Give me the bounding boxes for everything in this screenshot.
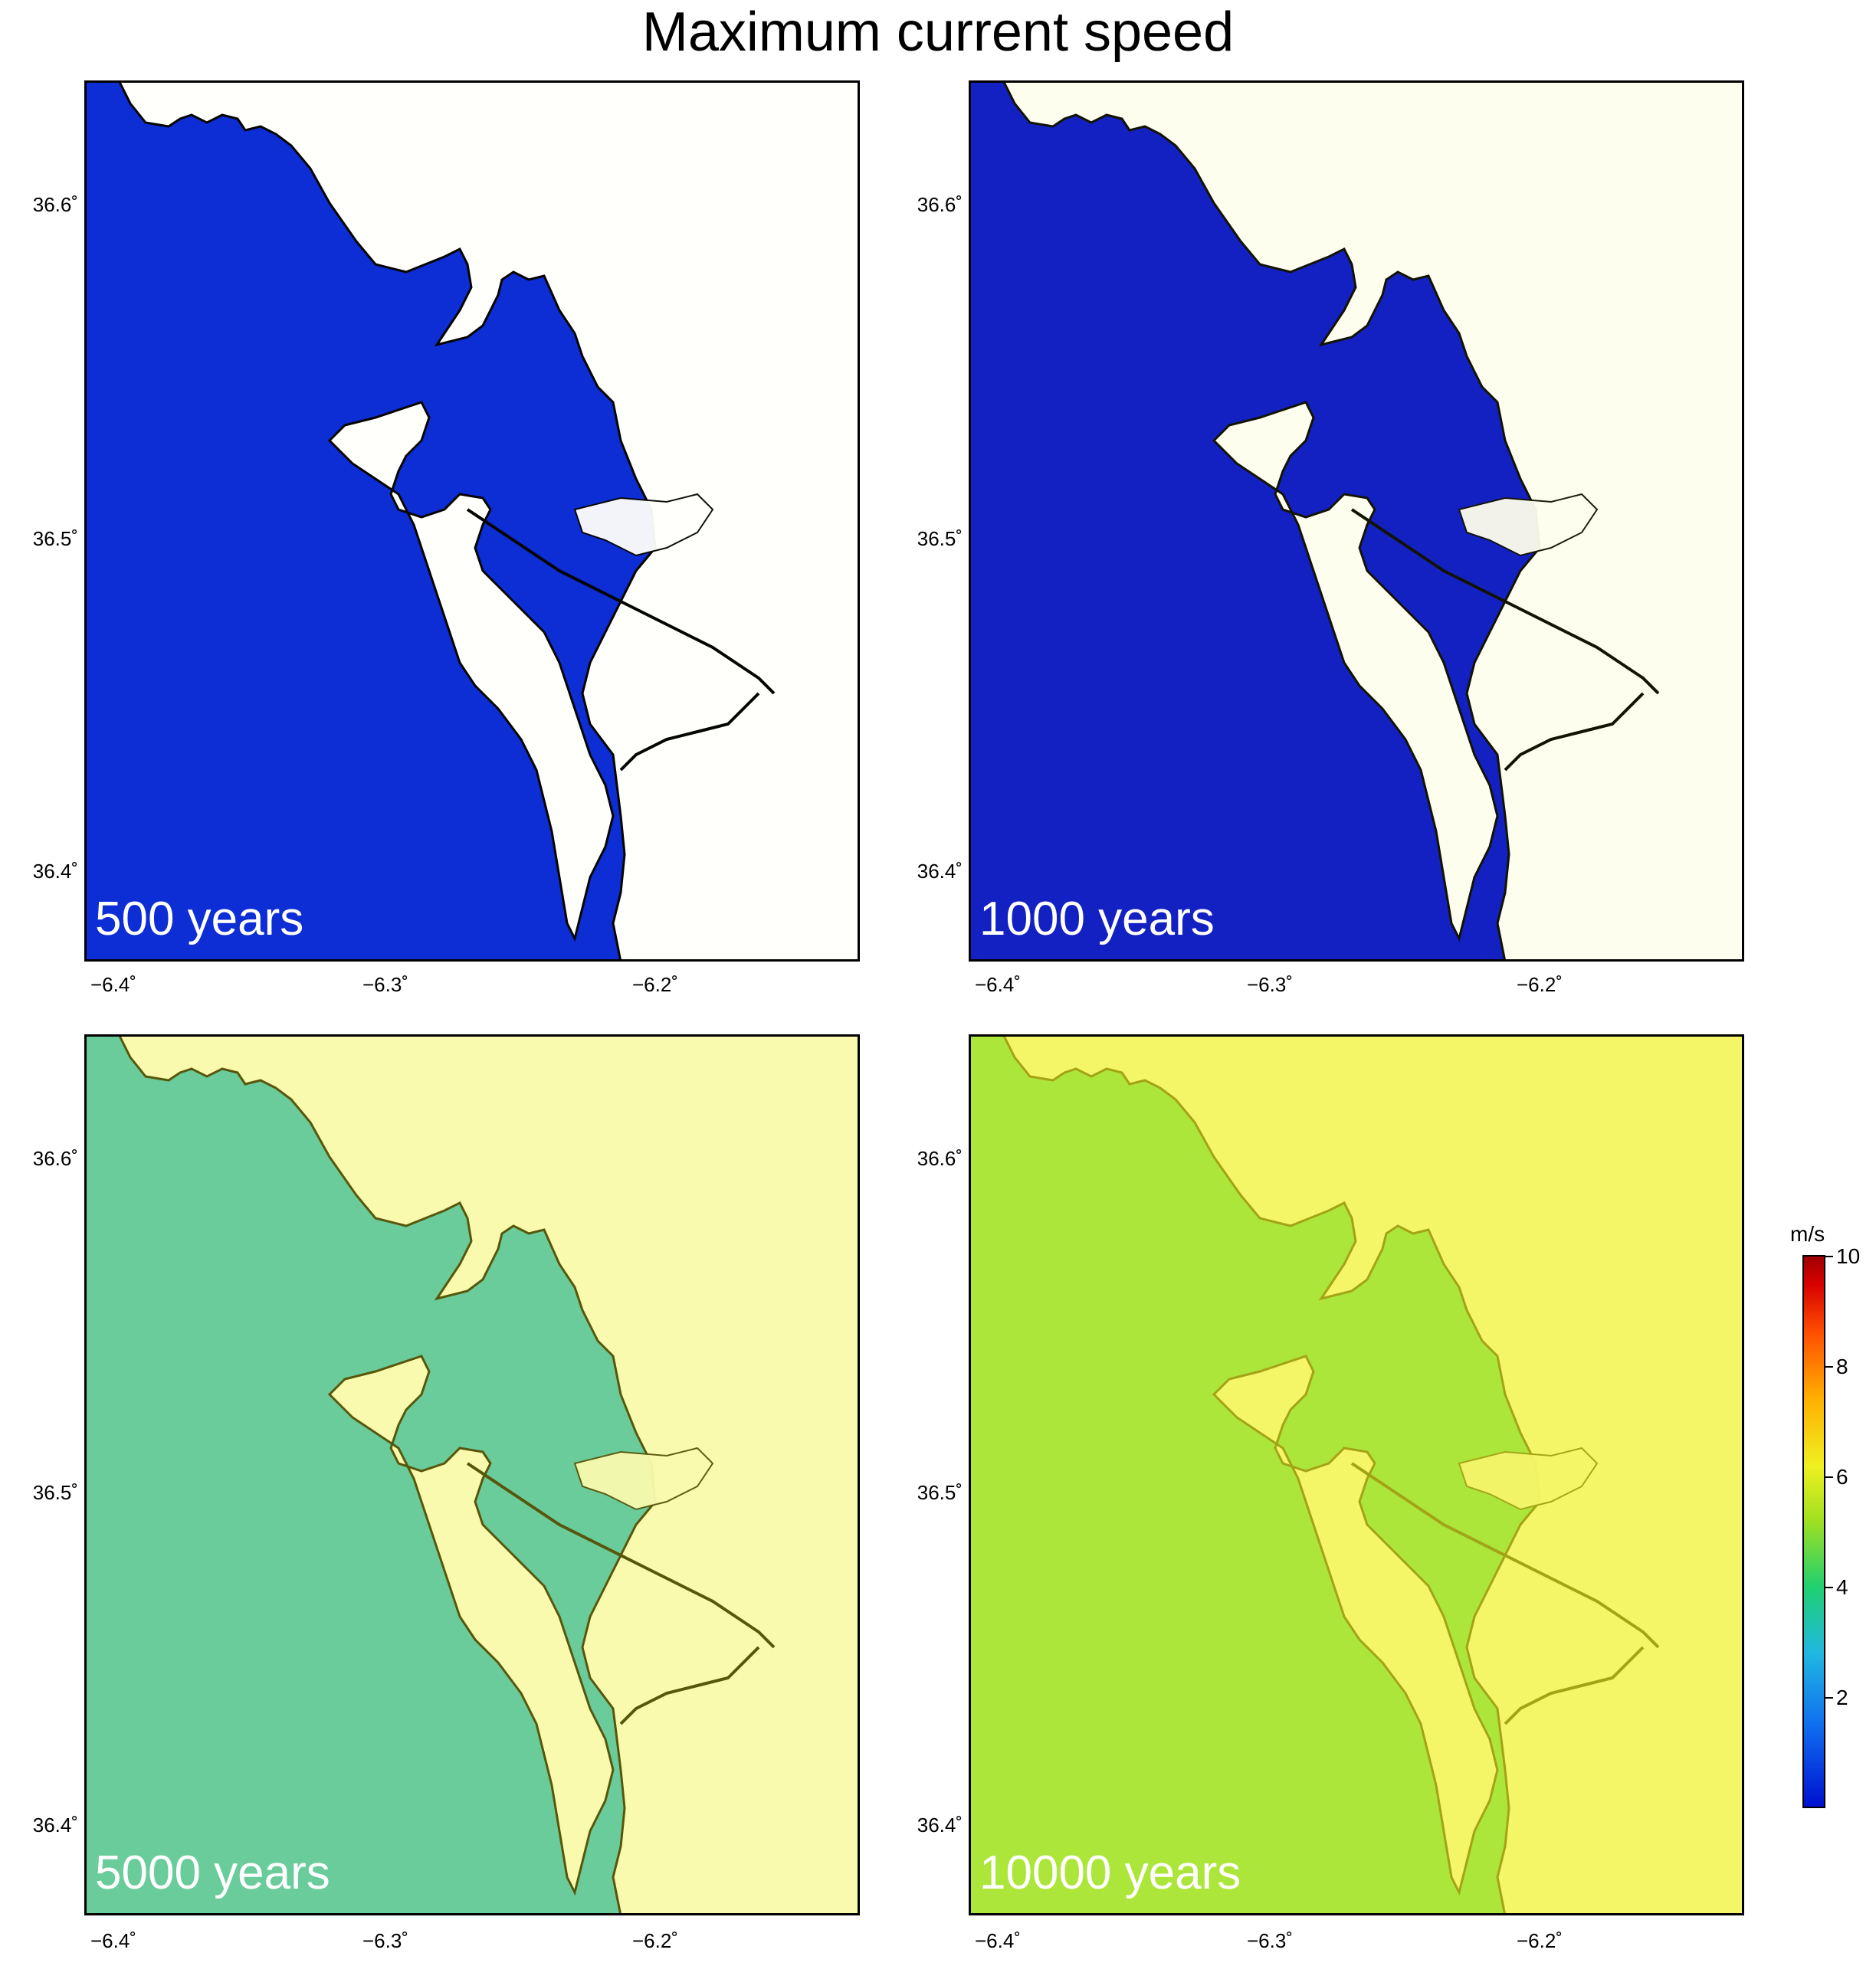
lat-label: 36.4˚ bbox=[32, 860, 78, 883]
panel-label: 1000 years bbox=[979, 893, 1215, 945]
current-speed-map bbox=[84, 1034, 860, 1915]
lat-label: 36.6˚ bbox=[917, 1147, 963, 1170]
current-speed-map bbox=[84, 80, 860, 962]
land-mass bbox=[117, 1034, 860, 1915]
marsh-zone bbox=[1458, 493, 1599, 557]
lon-label: −6.3˚ bbox=[1247, 1929, 1293, 1952]
lat-label: 36.5˚ bbox=[32, 527, 78, 550]
marsh-zone bbox=[573, 493, 714, 557]
colorbar-label: 4 bbox=[1836, 1575, 1848, 1599]
lat-label: 36.5˚ bbox=[917, 527, 963, 550]
lon-label: −6.3˚ bbox=[1247, 973, 1293, 996]
colorbar-unit: m/s bbox=[1790, 1222, 1825, 1246]
lon-label: −6.2˚ bbox=[632, 1929, 678, 1952]
map-panel-10000-years: 10000 years bbox=[969, 1034, 1744, 1915]
lon-label: −6.4˚ bbox=[975, 973, 1021, 996]
peninsula bbox=[327, 401, 615, 942]
land-mass bbox=[117, 80, 860, 962]
river-channel-south bbox=[619, 1646, 760, 1725]
speed-overlay bbox=[969, 1034, 1744, 1915]
lon-label: −6.2˚ bbox=[1517, 973, 1563, 996]
lon-label: −6.2˚ bbox=[1517, 1929, 1563, 1952]
lon-label: −6.2˚ bbox=[632, 973, 678, 996]
lat-label: 36.6˚ bbox=[32, 1147, 78, 1170]
panel-label: 10000 years bbox=[979, 1846, 1241, 1899]
panel-label: 5000 years bbox=[95, 1846, 330, 1899]
colorbar-label: 6 bbox=[1836, 1465, 1848, 1489]
colorbar bbox=[1802, 1255, 1825, 1808]
panel-label: 500 years bbox=[95, 893, 304, 945]
river-channel-south bbox=[619, 692, 760, 772]
marsh-zone bbox=[573, 1447, 714, 1511]
lon-label: −6.4˚ bbox=[975, 1929, 1021, 1952]
lat-label: 36.4˚ bbox=[917, 1814, 963, 1837]
colorbar-tick bbox=[1825, 1697, 1833, 1699]
colorbar-label: 2 bbox=[1836, 1686, 1848, 1709]
peninsula bbox=[1212, 401, 1499, 942]
land-mass bbox=[1002, 80, 1744, 962]
lat-label: 36.6˚ bbox=[32, 193, 78, 216]
current-speed-map bbox=[969, 1034, 1744, 1915]
colorbar-tick bbox=[1825, 1587, 1833, 1588]
river-channel bbox=[466, 1462, 776, 1649]
colorbar-tick bbox=[1825, 1476, 1833, 1478]
colorbar-label: 8 bbox=[1836, 1355, 1848, 1378]
speed-overlay bbox=[969, 80, 1744, 962]
lon-label: −6.3˚ bbox=[362, 973, 408, 996]
peninsula bbox=[327, 1355, 615, 1896]
speed-overlay bbox=[84, 1034, 860, 1915]
lon-label: −6.4˚ bbox=[90, 973, 136, 996]
lon-label: −6.4˚ bbox=[90, 1929, 136, 1952]
colorbar-label: 10 bbox=[1836, 1244, 1861, 1268]
lat-label: 36.6˚ bbox=[917, 193, 963, 216]
speed-overlay bbox=[84, 80, 860, 962]
map-panel-500-years: 500 years bbox=[84, 80, 860, 962]
lat-label: 36.4˚ bbox=[32, 1814, 78, 1837]
colorbar-tick bbox=[1825, 1256, 1833, 1257]
map-panel-5000-years: 5000 years bbox=[84, 1034, 860, 1915]
lat-label: 36.5˚ bbox=[32, 1481, 78, 1504]
lat-label: 36.4˚ bbox=[917, 860, 963, 883]
river-channel bbox=[466, 508, 776, 695]
current-speed-map bbox=[969, 80, 1744, 962]
river-channel-south bbox=[1504, 692, 1645, 772]
lon-label: −6.3˚ bbox=[362, 1929, 408, 1952]
lat-label: 36.5˚ bbox=[917, 1481, 963, 1504]
colorbar-tick bbox=[1825, 1366, 1833, 1368]
figure-title: Maximum current speed bbox=[641, 2, 1235, 63]
map-panel-1000-years: 1000 years bbox=[969, 80, 1744, 962]
river-channel bbox=[1350, 508, 1660, 695]
